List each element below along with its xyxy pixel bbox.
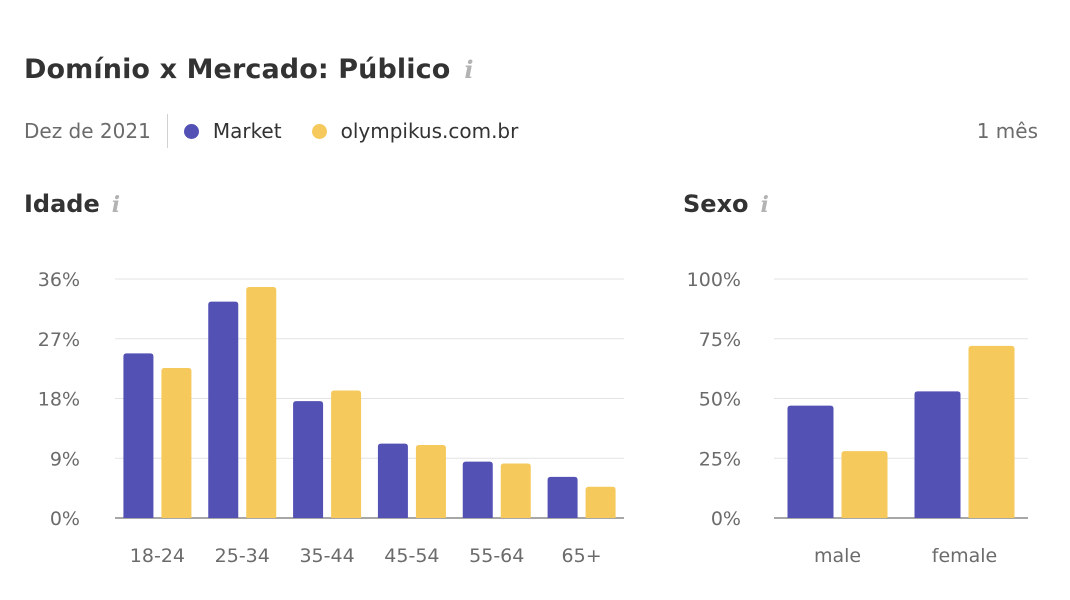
idade-x-tick-label: 45-54 [384,545,439,567]
sexo-bar-domain-male[interactable] [841,451,888,518]
legend-item-domain[interactable]: olympikus.com.br [311,119,519,143]
page-title: Domínio x Mercado: Público [24,54,451,85]
idade-x-tick-label: 35-44 [299,545,354,567]
sexo-y-tick-label: 75% [699,329,741,351]
legend-dot-domain [311,123,327,139]
idade-bar-market-35-44[interactable] [293,401,324,518]
idade-bar-domain-25-34[interactable] [246,286,277,518]
sexo-x-tick-label: female [932,545,998,567]
idade-y-tick-label: 18% [38,389,80,411]
info-icon[interactable]: i [464,55,474,84]
sexo-x-tick-label: male [814,545,861,567]
idade-bar-domain-55-64[interactable] [500,463,531,518]
idade-bar-market-25-34[interactable] [208,301,239,518]
info-icon[interactable]: i [760,192,769,218]
idade-y-tick-label: 9% [50,448,80,470]
age-section-title: Idade i [24,190,120,218]
info-icon[interactable]: i [111,192,121,218]
idade-bar-domain-18-24[interactable] [161,367,192,518]
idade-bar-market-18-24[interactable] [123,353,154,518]
header: Domínio x Mercado: Público i [24,54,474,85]
sexo-bar-market-male[interactable] [787,405,834,518]
idade-bar-domain-45-54[interactable] [415,444,446,518]
idade-bar-market-65+[interactable] [547,476,578,518]
meta-row: Dez de 2021 Market olympikus.com.br 1 mê… [24,114,1038,148]
sexo-y-tick-label: 50% [699,389,741,411]
legend-dot-market [183,123,199,139]
period-label: 1 mês [976,119,1038,143]
idade-bar-domain-35-44[interactable] [331,390,362,518]
sexo-bar-market-female[interactable] [914,391,961,518]
legend-label-market: Market [212,119,282,143]
sex-title: Sexo [683,190,749,218]
age-title: Idade [24,190,100,218]
idade-bar-domain-65+[interactable] [585,486,616,518]
sex-section-title: Sexo i [683,190,769,218]
sexo-y-tick-label: 25% [699,448,741,470]
legend-label-domain: olympikus.com.br [340,119,519,143]
idade-y-tick-label: 36% [38,269,80,291]
sexo-bar-domain-female[interactable] [968,345,1015,518]
divider [166,114,168,148]
idade-y-tick-label: 27% [38,329,80,351]
date-label: Dez de 2021 [24,119,151,143]
idade-x-tick-label: 65+ [562,545,602,567]
idade-bar-market-55-64[interactable] [462,461,493,518]
sexo-y-tick-label: 0% [711,508,741,530]
idade-bar-market-45-54[interactable] [377,443,408,518]
idade-x-tick-label: 18-24 [130,545,185,567]
idade-y-tick-label: 0% [50,508,80,530]
sexo-y-tick-label: 100% [687,269,741,291]
legend-item-market[interactable]: Market [183,119,282,143]
idade-x-tick-label: 25-34 [215,545,270,567]
idade-x-tick-label: 55-64 [469,545,524,567]
